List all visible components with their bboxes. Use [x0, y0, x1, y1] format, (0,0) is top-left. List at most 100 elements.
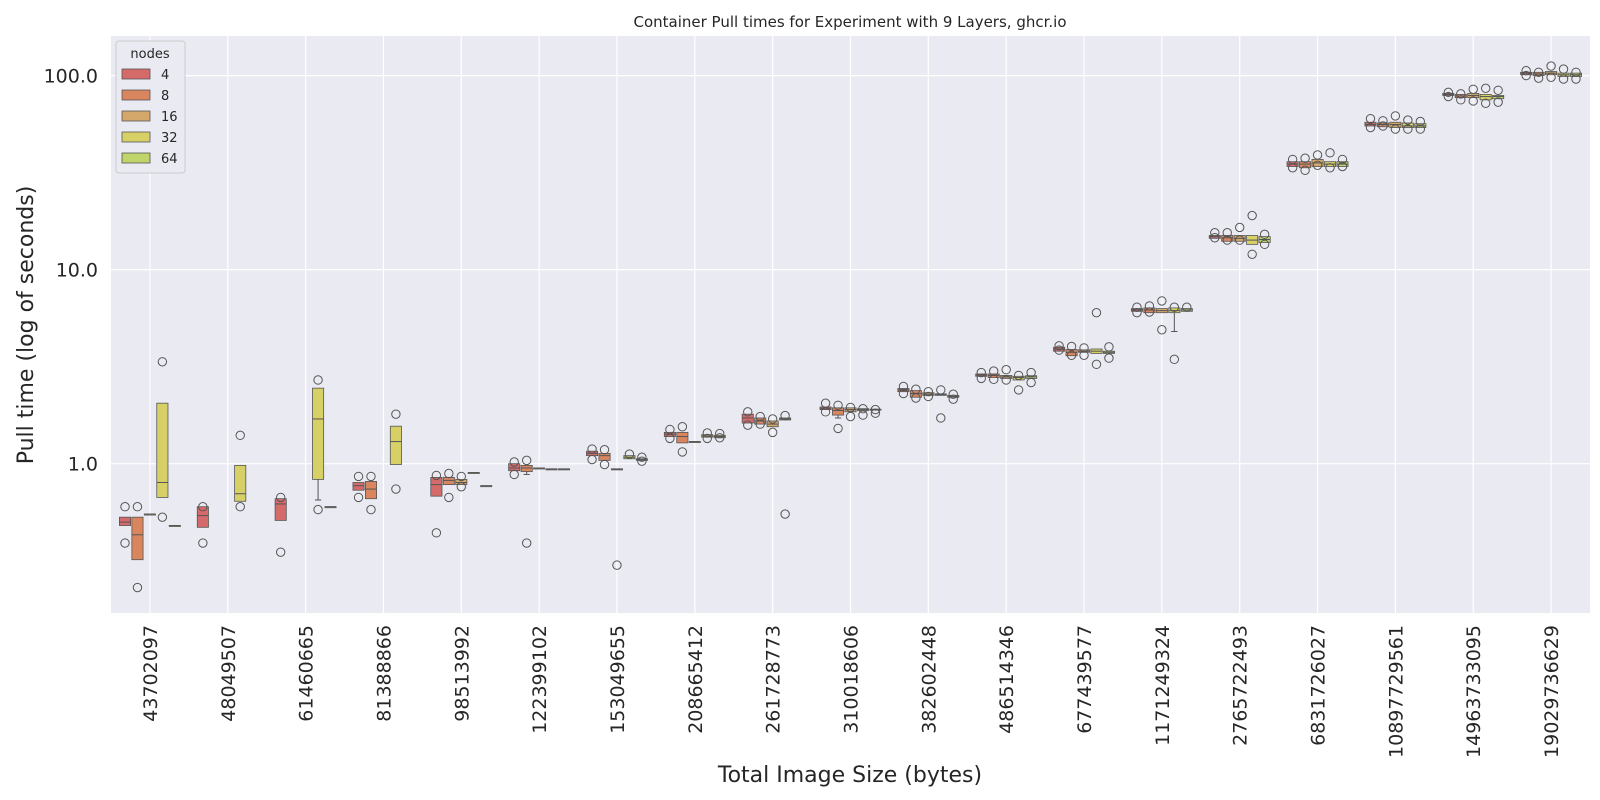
- box-64-nodes: [1258, 229, 1271, 250]
- box-64-nodes: [1414, 116, 1427, 134]
- x-tick-label: 382602448: [918, 625, 940, 734]
- outlier-point: [235, 502, 245, 512]
- box-4-nodes: [975, 367, 988, 384]
- box-32-nodes: [545, 468, 558, 471]
- outlier-point: [833, 423, 843, 434]
- outlier-point: [275, 547, 286, 557]
- x-tick-label: 48049507: [218, 625, 240, 722]
- box-64-nodes: [1025, 367, 1038, 388]
- box-64-nodes: [1102, 342, 1115, 363]
- outlier-point: [755, 411, 765, 422]
- x-tick-label: 19029736629: [1541, 625, 1563, 758]
- box-64-nodes: [168, 525, 181, 527]
- outlier-point: [743, 420, 753, 430]
- outlier-point: [1403, 115, 1413, 125]
- box-32-nodes: [1246, 210, 1259, 259]
- box-8-nodes: [987, 366, 1000, 385]
- outlier-point: [1558, 64, 1569, 74]
- box-body: [119, 516, 132, 526]
- outlier-point: [431, 528, 442, 538]
- outlier-point: [1390, 111, 1401, 121]
- box-body: [832, 407, 845, 416]
- outlier-point: [1378, 116, 1388, 126]
- box-body: [352, 482, 365, 491]
- outlier-point: [845, 411, 856, 422]
- outlier-point: [976, 373, 986, 384]
- outlier-point: [366, 471, 376, 482]
- outlier-point: [1026, 367, 1036, 378]
- outlier-point: [509, 469, 519, 480]
- outlier-point: [456, 471, 466, 482]
- outlier-point: [1001, 365, 1011, 375]
- outlier-point: [948, 389, 958, 399]
- outlier-point: [637, 456, 647, 466]
- box-64-nodes: [324, 506, 337, 509]
- box-8-nodes: [520, 455, 533, 548]
- outlier-point: [120, 502, 130, 512]
- box-4-nodes: [352, 471, 365, 503]
- outlier-point: [1546, 72, 1556, 83]
- box-4-nodes: [1130, 302, 1143, 318]
- x-tick-label: 208665412: [685, 625, 707, 734]
- box-8-nodes: [131, 502, 144, 593]
- outlier-point: [1210, 233, 1220, 243]
- outlier-point: [1169, 302, 1180, 312]
- outlier-point: [1259, 229, 1270, 240]
- x-tick-label: 14963733095: [1463, 625, 1485, 758]
- box-4-nodes: [819, 398, 832, 417]
- y-tick-label: 10.0: [56, 260, 98, 282]
- outlier-point: [845, 402, 856, 413]
- outlier-point: [120, 538, 130, 548]
- legend-label: 64: [161, 152, 178, 167]
- outlier-point: [198, 538, 208, 548]
- outlier-point: [1443, 87, 1454, 98]
- outlier-point: [1132, 302, 1142, 312]
- outlier-point: [1054, 341, 1064, 351]
- box-64-nodes: [635, 452, 648, 466]
- outlier-point: [898, 388, 909, 399]
- outlier-point: [1468, 84, 1478, 95]
- outlier-point: [743, 407, 753, 417]
- outlier-point: [1013, 385, 1024, 395]
- box-body: [1492, 95, 1505, 100]
- outlier-point: [989, 374, 999, 385]
- outlier-point: [1468, 96, 1478, 106]
- outlier-point: [948, 394, 958, 404]
- box-8-nodes: [1532, 67, 1545, 83]
- outlier-point: [1337, 154, 1348, 165]
- legend-label: 4: [161, 68, 169, 83]
- legend-label: 32: [161, 131, 178, 146]
- outlier-point: [313, 504, 323, 515]
- box-4-nodes: [119, 502, 132, 548]
- y-tick-label: 1.0: [68, 454, 98, 476]
- box-16-nodes: [1311, 150, 1324, 170]
- outlier-point: [1480, 98, 1491, 108]
- outlier-point: [936, 385, 946, 395]
- outlier-point: [1144, 307, 1155, 317]
- x-tick-label: 261728773: [763, 625, 785, 734]
- legend-label: 16: [161, 110, 178, 125]
- outlier-point: [755, 419, 765, 429]
- outlier-point: [1456, 89, 1466, 99]
- outlier-point: [1054, 345, 1064, 355]
- box-64-nodes: [947, 389, 960, 404]
- outlier-point: [1403, 124, 1413, 134]
- outlier-point: [1312, 160, 1323, 170]
- outlier-point: [521, 455, 532, 466]
- outlier-point: [1157, 325, 1167, 335]
- box-32-nodes: [856, 404, 869, 420]
- outlier-point: [1210, 228, 1220, 238]
- box-body: [196, 506, 209, 528]
- box-16-nodes: [922, 386, 935, 402]
- outlier-point: [1247, 210, 1257, 221]
- outlier-point: [366, 504, 376, 515]
- legend: nodes 4 8 16 32 64: [115, 40, 186, 174]
- outlier-point: [587, 444, 597, 454]
- box-8-nodes: [1221, 228, 1234, 245]
- box-32-nodes: [779, 410, 792, 519]
- outlier-point: [1235, 222, 1245, 233]
- outlier-point: [132, 582, 143, 593]
- grid-lines: [111, 36, 1590, 613]
- outlier-point: [1312, 150, 1323, 160]
